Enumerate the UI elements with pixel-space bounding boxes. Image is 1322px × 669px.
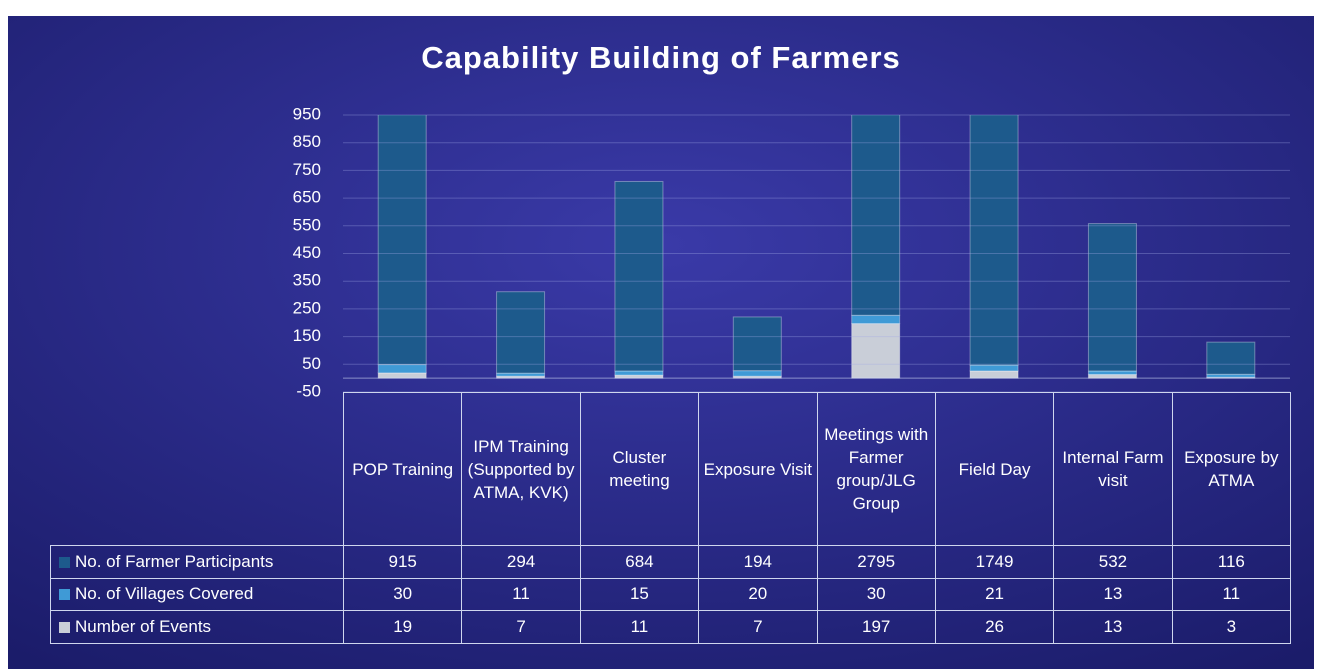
bar-segment (377, 372, 427, 379)
table-value: 194 (698, 545, 818, 579)
bar-segment (1087, 223, 1137, 372)
table-value: 20 (698, 577, 818, 611)
legend-label: No. of Farmer Participants (75, 551, 274, 571)
table-value: 684 (579, 545, 700, 579)
table-value: 11 (461, 577, 581, 611)
bar-segment (851, 323, 901, 379)
y-tick-label: 850 (293, 132, 321, 151)
category-label: POP Training (342, 392, 463, 546)
table-value: 7 (698, 610, 818, 644)
bar-segment (732, 370, 782, 377)
y-tick-label: 950 (293, 104, 321, 123)
bar-segment (614, 180, 664, 372)
data-row: Number of Events 19 7 11 7 197 26 13 3 (50, 610, 1292, 644)
bar-segment (496, 291, 546, 374)
bar-segment (969, 364, 1019, 372)
table-value: 19 (342, 610, 463, 644)
bar-segment (377, 364, 427, 374)
bar-segment (851, 314, 901, 325)
data-row: No. of Farmer Participants 915 294 684 194 27… (50, 545, 1292, 579)
table-value: 7 (461, 610, 581, 644)
bar-segment (969, 115, 1019, 366)
table-value: 294 (461, 545, 581, 579)
table-value: 13 (1053, 610, 1173, 644)
table-value: 15 (579, 577, 700, 611)
legend-key (59, 556, 70, 568)
y-tick-label: 350 (293, 271, 321, 290)
legend-cell: Number of Events (50, 610, 344, 644)
bar-segment (732, 316, 782, 372)
bar-segment (1087, 370, 1137, 376)
y-tick-label: 550 (293, 215, 321, 234)
category-label: Field Day (934, 392, 1055, 546)
table-value: 116 (1171, 545, 1292, 579)
legend-label: No. of Villages Covered (75, 584, 254, 604)
table-value: 13 (1053, 577, 1173, 611)
category-label: Internal Farm visit (1053, 392, 1173, 546)
bar-segment (614, 370, 664, 376)
y-tick-label: 650 (293, 188, 321, 207)
y-tick-label: 150 (293, 326, 321, 345)
table-value: 1749 (934, 545, 1055, 579)
legend-cell: No. of Farmer Participants (50, 545, 344, 579)
table-value: 21 (934, 577, 1055, 611)
legend-cell: No. of Villages Covered (50, 577, 344, 611)
table-value: 30 (816, 577, 936, 611)
header-row: POP Training IPM Training (Supported by A… (50, 392, 1292, 546)
y-tick-label: 250 (293, 298, 321, 317)
table-value: 532 (1053, 545, 1173, 579)
category-label: Cluster meeting (579, 392, 700, 546)
data-row: No. of Villages Covered 30 11 15 20 30 21 13 11 (50, 577, 1292, 611)
table-value: 26 (934, 610, 1055, 644)
bar-segment (969, 370, 1019, 379)
table-value: 197 (816, 610, 936, 644)
table-value: 915 (342, 545, 463, 579)
data-table: POP Training IPM Training (Supported by A… (50, 392, 1292, 644)
chart-title: Capability Building of Farmers (421, 40, 901, 75)
y-tick-label: 450 (293, 243, 321, 262)
category-label: Meetings with Farmer group/JLG Group (816, 392, 936, 546)
table-value: 11 (579, 610, 700, 644)
bar-segment (1087, 374, 1137, 379)
table-value: 11 (1171, 577, 1292, 611)
plot-area (377, 115, 1256, 379)
blank-cell (50, 392, 344, 546)
table-value: 3 (1171, 610, 1292, 644)
legend-key (59, 589, 70, 601)
y-tick-label: 50 (302, 354, 321, 373)
bar-segment (377, 115, 427, 366)
bar-segment (851, 115, 901, 316)
legend-label: Number of Events (75, 616, 212, 636)
category-label: Exposure Visit (698, 392, 818, 546)
table-value: 30 (342, 577, 463, 611)
bar-segment (1206, 341, 1256, 375)
category-label: IPM Training (Supported by ATMA, KVK) (461, 392, 581, 546)
legend-key (59, 621, 70, 633)
y-tick-label: 750 (293, 160, 321, 179)
table-value: 2795 (816, 545, 936, 579)
category-label: Exposure by ATMA (1171, 392, 1292, 546)
